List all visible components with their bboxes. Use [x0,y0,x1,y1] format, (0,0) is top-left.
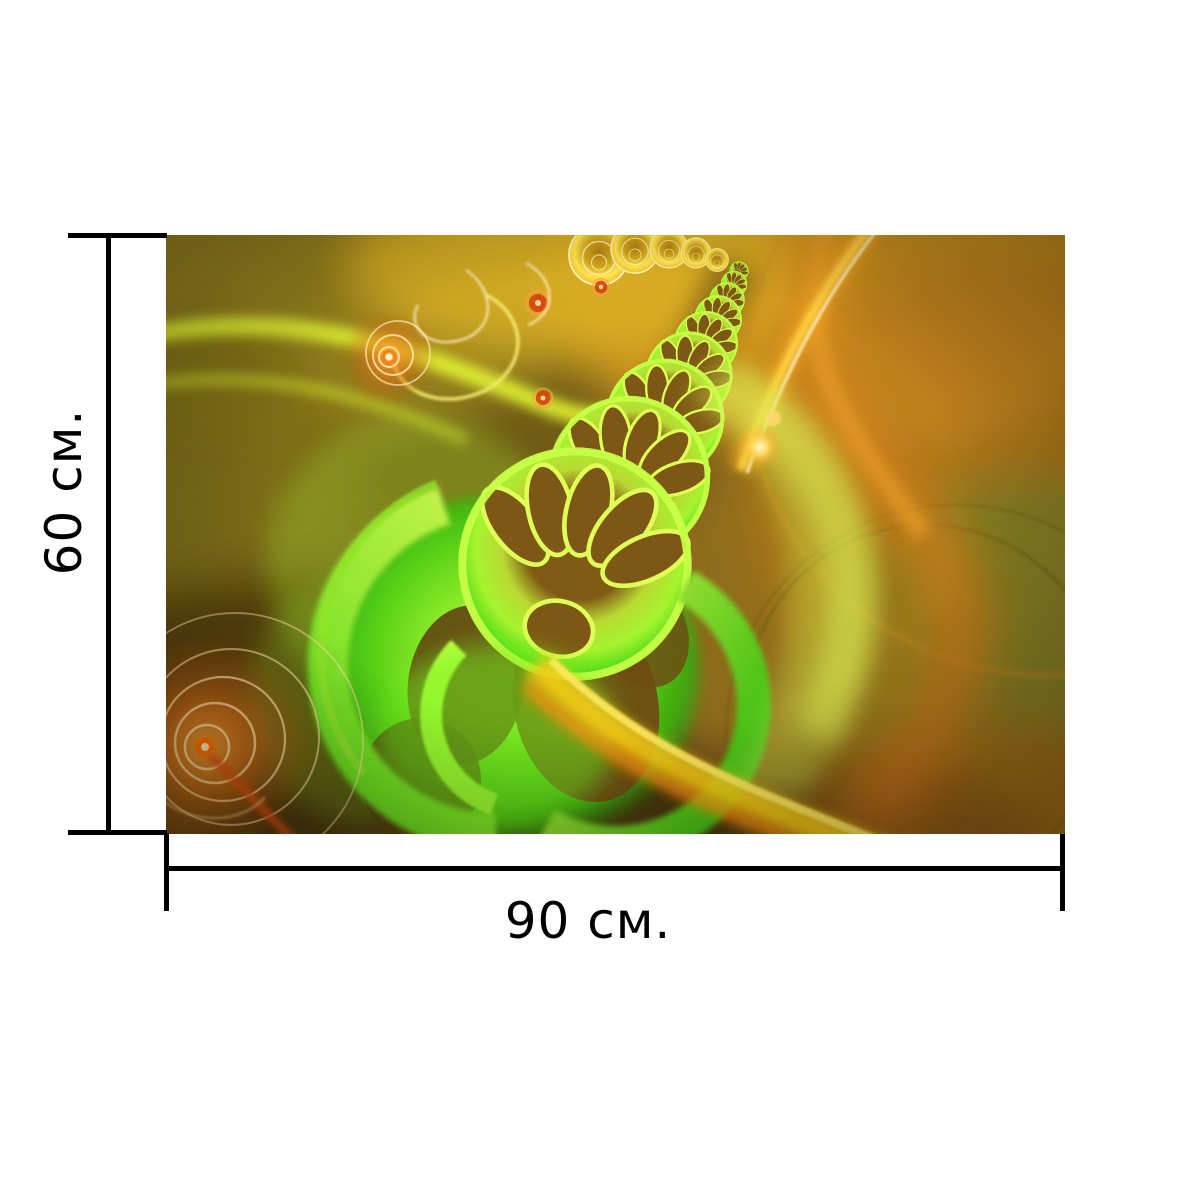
width-dimension-label: 90 см. [504,892,672,950]
height-dimension-label: 60 см. [35,408,93,576]
height-dimension-bottom-tick [68,830,167,835]
width-dimension-left-tick [164,834,169,911]
product-image [166,235,1065,834]
width-dimension-right-tick [1060,834,1065,911]
height-dimension-line [106,235,111,835]
width-dimension-line [166,866,1065,871]
fractal-artwork [166,235,1065,834]
height-dimension-top-tick [68,233,167,238]
